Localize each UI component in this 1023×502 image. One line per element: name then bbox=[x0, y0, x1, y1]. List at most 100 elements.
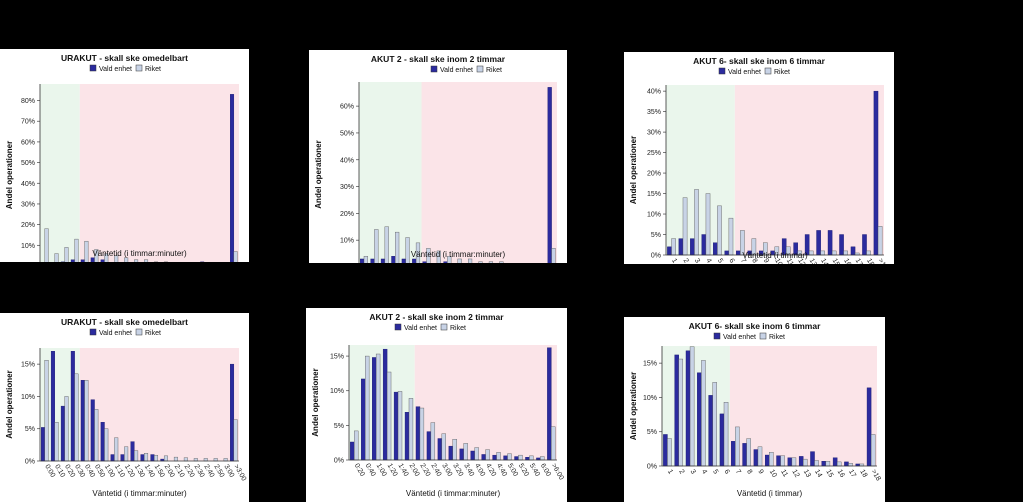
bar-nation bbox=[233, 419, 238, 462]
legend-label-nation: Riket bbox=[774, 69, 790, 76]
bar-unit bbox=[437, 438, 443, 461]
bar-unit bbox=[764, 454, 770, 467]
y-tick-label: 20% bbox=[21, 222, 35, 229]
bar-nation bbox=[717, 205, 722, 256]
bar-nation bbox=[104, 428, 109, 462]
bar-nation bbox=[134, 259, 139, 262]
y-tick-label: 0% bbox=[647, 464, 657, 471]
bar-nation bbox=[836, 461, 842, 467]
x-tick-label: 5:40 bbox=[528, 463, 541, 478]
bar-nation bbox=[44, 228, 49, 262]
bar-nation bbox=[452, 439, 457, 461]
bar-unit bbox=[380, 258, 386, 263]
y-tick-label: 5% bbox=[25, 426, 35, 433]
bar-nation bbox=[705, 193, 711, 256]
bar-unit bbox=[708, 395, 713, 467]
x-tick-label: 15 bbox=[831, 258, 841, 265]
y-axis-label: Andel operationer bbox=[629, 372, 638, 440]
legend-swatch-unit bbox=[394, 323, 402, 331]
bar-nation bbox=[64, 396, 69, 462]
bar-unit bbox=[701, 234, 707, 256]
legend-swatch-nation bbox=[135, 328, 143, 336]
y-tick-label: 15% bbox=[21, 362, 35, 369]
bar-unit bbox=[850, 246, 856, 256]
bar-unit bbox=[361, 378, 366, 461]
bar-nation bbox=[233, 251, 238, 262]
bar-unit bbox=[787, 457, 793, 467]
legend-swatch-nation bbox=[476, 65, 484, 73]
bar-nation bbox=[791, 457, 797, 467]
bar-nation bbox=[463, 443, 468, 461]
chart-title: AKUT 2 - skall ske inom 2 timmar bbox=[371, 54, 506, 64]
x-tick-label: 13 bbox=[802, 469, 812, 479]
zone-within-target bbox=[662, 346, 730, 466]
bar-unit bbox=[412, 258, 417, 263]
x-tick-label: 18 bbox=[858, 469, 868, 479]
bar-nation bbox=[144, 453, 149, 462]
x-tick-label: 3 bbox=[693, 258, 701, 265]
bar-nation bbox=[154, 454, 159, 462]
y-axis-label: Andel operationer bbox=[5, 370, 14, 438]
bar-unit bbox=[230, 363, 235, 462]
y-tick-label: 15% bbox=[330, 354, 344, 361]
bar-nation bbox=[728, 217, 734, 256]
x-tick-label: 6 bbox=[727, 258, 735, 265]
legend-swatch-unit bbox=[718, 67, 726, 75]
bar-unit bbox=[827, 230, 833, 256]
legend-swatch-nation bbox=[764, 67, 772, 75]
bar-nation bbox=[397, 391, 403, 461]
bar-unit bbox=[525, 457, 530, 461]
chart-akut6-bottom: AKUT 6- skall ske inom 6 timmar Vald enhe… bbox=[624, 317, 885, 502]
y-tick-label: 40% bbox=[647, 89, 661, 96]
chart-svg: URAKUT - skall ske omedelbart Vald enhet R… bbox=[5, 53, 239, 262]
bar-nation bbox=[84, 380, 89, 462]
bar-nation bbox=[374, 229, 379, 263]
bar-nation bbox=[735, 426, 740, 467]
legend-label-nation: Riket bbox=[769, 334, 785, 341]
bar-unit bbox=[415, 406, 421, 461]
bar-unit bbox=[731, 441, 736, 467]
bar-unit bbox=[40, 427, 45, 462]
bar-unit bbox=[547, 87, 552, 263]
bar-nation bbox=[408, 398, 414, 461]
bar-nation bbox=[94, 249, 99, 262]
x-axis-label: Väntetid (i timmar:minuter) bbox=[92, 249, 187, 258]
legend-label-nation: Riket bbox=[486, 67, 502, 74]
bar-unit bbox=[873, 90, 879, 256]
bar-nation bbox=[441, 433, 446, 461]
bar-nation bbox=[436, 250, 441, 263]
bar-nation bbox=[447, 256, 452, 263]
y-axis-label: Andel operationer bbox=[314, 140, 323, 208]
bar-nation bbox=[529, 455, 534, 461]
zone-within-target bbox=[666, 85, 735, 255]
bar-nation bbox=[457, 258, 462, 263]
bar-unit bbox=[674, 354, 679, 467]
bar-nation bbox=[820, 250, 825, 256]
bar-nation bbox=[384, 226, 389, 263]
bar-unit bbox=[719, 413, 725, 467]
x-tick-label: 2 bbox=[677, 469, 685, 476]
bar-nation bbox=[183, 457, 188, 462]
bar-nation bbox=[54, 253, 59, 262]
x-tick-label: 1 bbox=[670, 258, 678, 265]
chart-urakut-top: URAKUT - skall ske omedelbart Vald enhet R… bbox=[0, 49, 249, 262]
x-tick-label: 11 bbox=[785, 258, 795, 265]
x-tick-label: 10 bbox=[768, 469, 778, 479]
y-tick-label: 15% bbox=[643, 361, 657, 368]
bar-nation bbox=[144, 259, 149, 262]
x-tick-label: 4:00 bbox=[473, 463, 486, 478]
bar-nation bbox=[825, 460, 831, 467]
legend-label-unit: Vald enhet bbox=[723, 334, 756, 341]
bar-unit bbox=[459, 448, 464, 461]
x-tick-label: 12 bbox=[796, 258, 806, 265]
y-tick-label: 35% bbox=[647, 109, 661, 116]
chart-title: URAKUT - skall ske omedelbart bbox=[61, 317, 188, 327]
bar-nation bbox=[64, 247, 69, 262]
x-tick-label: 3:00 bbox=[440, 463, 453, 478]
zone-over-target bbox=[729, 346, 877, 466]
zone-within-target bbox=[359, 82, 422, 263]
bar-unit bbox=[736, 250, 741, 256]
bar-nation bbox=[468, 258, 473, 263]
bar-nation bbox=[365, 355, 370, 461]
bar-nation bbox=[134, 450, 139, 462]
